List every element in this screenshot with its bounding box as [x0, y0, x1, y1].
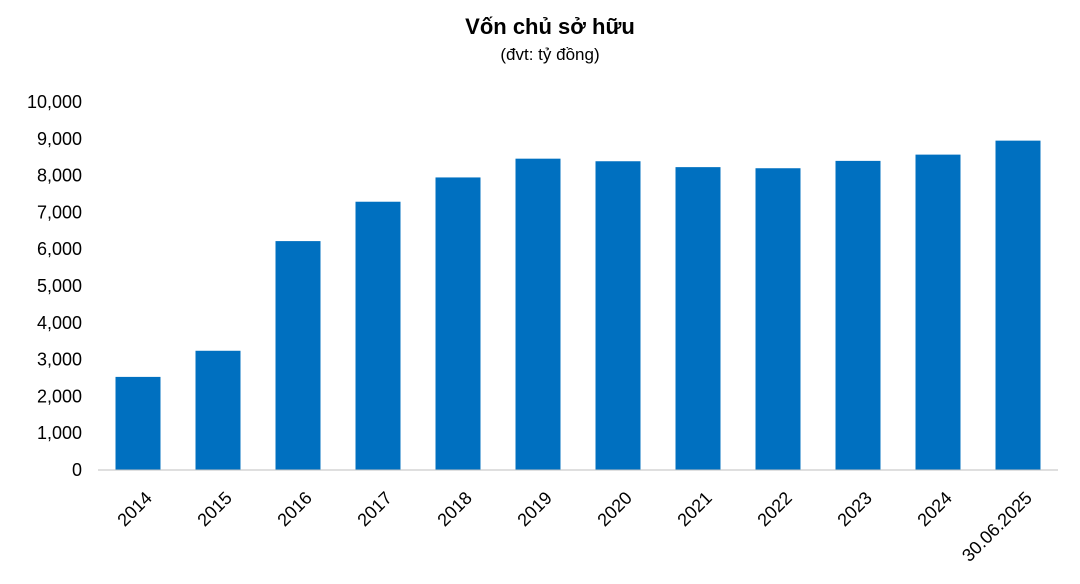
x-tick-label: 2018 [433, 488, 475, 530]
bar [435, 177, 481, 470]
y-tick-label: 4,000 [37, 313, 82, 333]
y-tick-label: 0 [72, 460, 82, 480]
x-tick-label: 2023 [833, 488, 875, 530]
x-tick-label: 2016 [273, 488, 315, 530]
y-tick-label: 10,000 [27, 92, 82, 112]
bar [355, 201, 401, 470]
bar [835, 160, 881, 470]
bar [275, 241, 321, 470]
y-tick-label: 5,000 [37, 276, 82, 296]
y-tick-label: 8,000 [37, 166, 82, 186]
y-tick-label: 9,000 [37, 129, 82, 149]
y-tick-label: 7,000 [37, 202, 82, 222]
y-tick-label: 1,000 [37, 423, 82, 443]
bar [515, 158, 561, 470]
bar [995, 140, 1041, 470]
x-tick-label: 30.06.2025 [958, 488, 1036, 566]
x-tick-label: 2022 [753, 488, 795, 530]
x-tick-label: 2020 [593, 488, 635, 530]
bar [115, 376, 161, 470]
bar [195, 350, 241, 470]
bar [915, 154, 961, 470]
x-tick-label: 2024 [913, 488, 955, 530]
x-tick-label: 2015 [193, 488, 235, 530]
bar [595, 161, 641, 471]
bar [675, 167, 721, 471]
chart-title: Vốn chủ sở hữu [465, 14, 635, 39]
y-tick-label: 2,000 [37, 386, 82, 406]
x-tick-label: 2021 [673, 488, 715, 530]
y-tick-label: 3,000 [37, 350, 82, 370]
chart-subtitle: (đvt: tỷ đồng) [500, 45, 600, 64]
x-axis-ticks: 2014 2015 2016 2017 2018 2019 2020 2021 2022 2023… [113, 488, 1035, 566]
x-tick-label: 2019 [513, 488, 555, 530]
bars [115, 140, 1041, 471]
bar [755, 168, 801, 471]
y-axis-ticks: 0 1,000 2,000 3,000 4,000 5,000 6,000 7,000 8,00… [27, 92, 82, 480]
x-tick-label: 2014 [113, 488, 155, 530]
y-tick-label: 6,000 [37, 239, 82, 259]
x-tick-label: 2017 [353, 488, 395, 530]
